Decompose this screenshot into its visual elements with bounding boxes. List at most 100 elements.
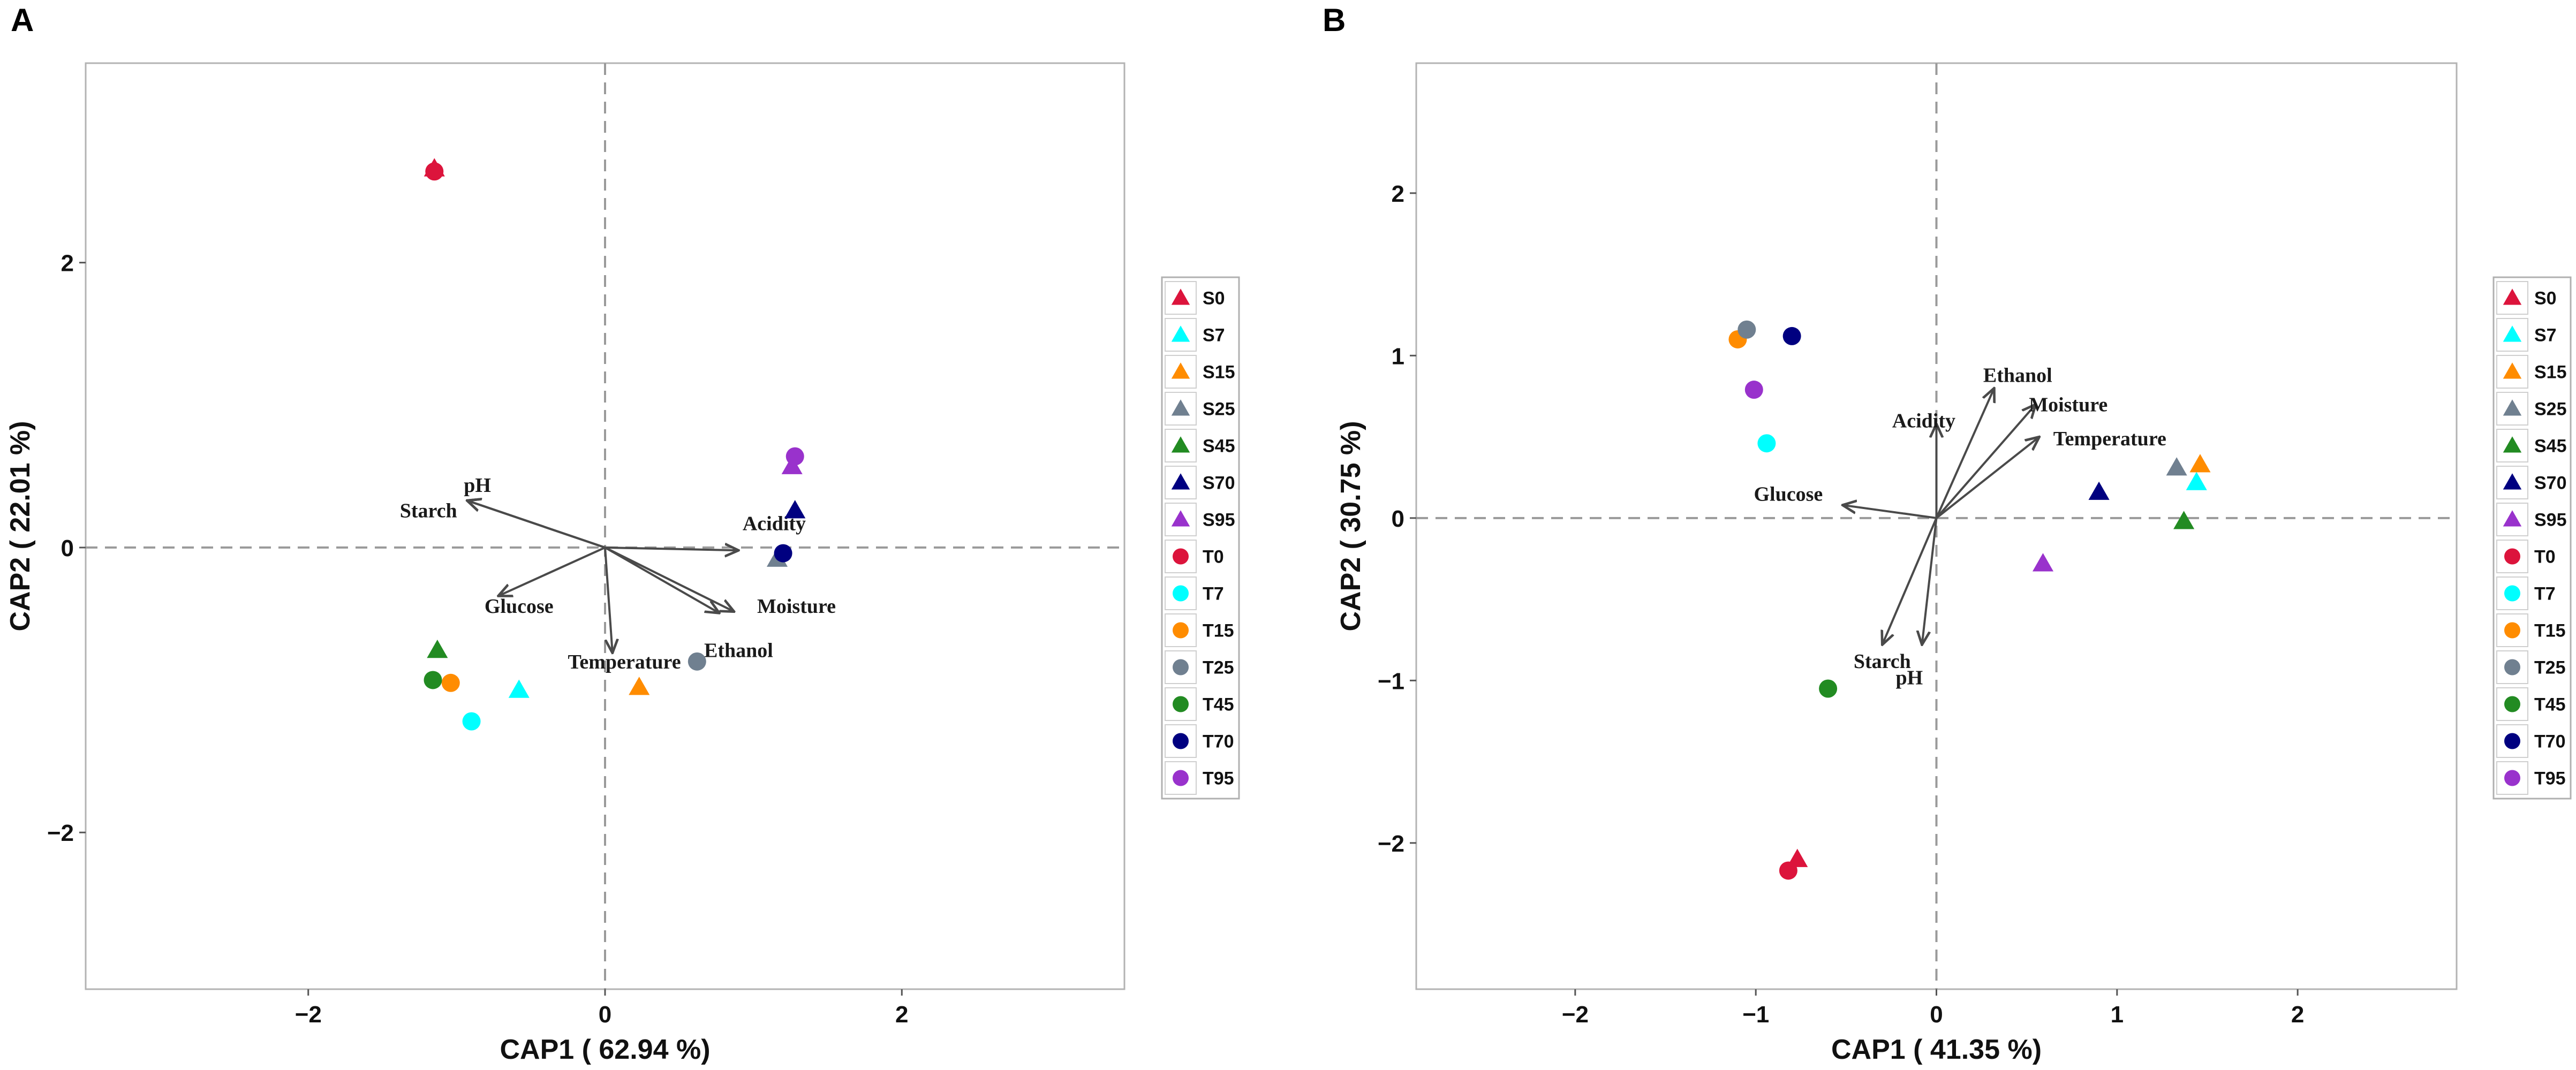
legend-marker-t7 — [2504, 585, 2520, 602]
legend-label-t0: T0 — [2534, 547, 2556, 567]
legend-label-t15: T15 — [1203, 621, 1234, 641]
legend-marker-t0 — [1173, 548, 1189, 565]
point-s95 — [781, 456, 803, 474]
legend-marker-s70 — [2503, 473, 2522, 490]
legend-marker-s70 — [1171, 473, 1190, 490]
vector-arrow-starch — [467, 500, 606, 549]
legend-label-s45: S45 — [1203, 436, 1235, 457]
legend-label-s15: S15 — [2534, 362, 2567, 383]
y-tick-label: −2 — [1378, 831, 1404, 857]
legend-marker-s95 — [2503, 510, 2522, 527]
point-s45 — [427, 640, 448, 658]
vector-label-starch: Starch — [400, 500, 457, 522]
legend-marker-t25 — [1173, 659, 1189, 676]
vector-label-temperature: Temperature — [2053, 428, 2166, 450]
vector-label-moisture: Moisture — [757, 595, 836, 618]
point-t95 — [785, 447, 804, 466]
legend-label-s25: S25 — [1203, 399, 1235, 420]
point-s95 — [2032, 553, 2054, 572]
vector-arrow-moisture — [1935, 404, 2036, 519]
vector-label-ph: pH — [464, 474, 491, 497]
legend-label-s15: S15 — [1203, 362, 1235, 383]
vector-label-glucose: Glucose — [1754, 483, 1823, 505]
legend-key — [1165, 503, 1197, 536]
legend-label-t45: T45 — [2534, 695, 2566, 715]
legend-label-t7: T7 — [1203, 584, 1224, 604]
panel-label: A — [11, 2, 34, 38]
vector-label-ethanol: Ethanol — [1983, 365, 2052, 387]
vector-label-acidity: Acidity — [1892, 410, 1955, 432]
legend-label-s0: S0 — [2534, 289, 2557, 309]
point-t95 — [1744, 381, 1763, 399]
legend-marker-t95 — [1173, 770, 1189, 786]
point-s7 — [2186, 472, 2207, 490]
legend-marker-t70 — [1173, 733, 1189, 749]
x-axis-title: CAP1 ( 41.35 %) — [1831, 1034, 2042, 1065]
legend-label-t95: T95 — [2534, 769, 2566, 789]
vector-arrow-moisture — [605, 547, 734, 612]
legend-marker-t45 — [2504, 696, 2520, 712]
x-tick-label: −2 — [295, 1001, 322, 1028]
legend-label-s70: S70 — [2534, 473, 2567, 494]
point-t0 — [1779, 861, 1797, 880]
legend-key — [1165, 429, 1197, 462]
legend-marker-t45 — [1173, 696, 1189, 712]
point-t7 — [1757, 434, 1776, 453]
legend-key — [1165, 355, 1197, 389]
y-tick-label: 2 — [1392, 181, 1404, 207]
legend-key — [2496, 613, 2528, 647]
legend-marker-s25 — [1171, 399, 1190, 416]
legend-label-s0: S0 — [1203, 289, 1225, 309]
y-tick-label: 2 — [61, 251, 74, 277]
y-tick-label: −2 — [47, 820, 74, 846]
panel-label: B — [1323, 2, 1346, 38]
panel-b-chart: B −2 −1 0 1 2 −2 −1 0 1 2 CAP1 ( 41.35 %) CAP2 ( 30.… — [1323, 2, 2572, 1065]
x-tick-label: 0 — [599, 1001, 611, 1028]
point-t15 — [441, 673, 460, 692]
point-t45 — [424, 671, 442, 689]
legend-marker-t15 — [2504, 622, 2520, 639]
point-t0 — [425, 162, 444, 181]
legend-marker-s45 — [2503, 436, 2522, 453]
legend-label-s25: S25 — [2534, 399, 2567, 420]
legend-marker-s25 — [2503, 399, 2522, 416]
vector-arrow-glucose — [1842, 505, 1937, 519]
point-s15 — [629, 677, 650, 695]
point-t25 — [1738, 320, 1756, 339]
vector-label-starch: Starch — [1854, 650, 1911, 673]
x-tick-label: 1 — [2111, 1001, 2124, 1028]
vector-arrow-starch — [1882, 518, 1938, 645]
vector-arrow-ph — [1922, 518, 1938, 645]
legend-marker-t0 — [2504, 548, 2520, 565]
x-tick-label: 2 — [2291, 1001, 2304, 1028]
legend-label-t0: T0 — [1203, 547, 1224, 567]
legend-label-t25: T25 — [2534, 658, 2566, 678]
point-t7 — [462, 712, 481, 731]
legend-label-t7: T7 — [2534, 584, 2556, 604]
point-s15 — [2189, 454, 2211, 473]
y-tick-label: 0 — [1392, 506, 1404, 532]
y-tick-label: 1 — [1392, 343, 1404, 369]
vector-arrow-temperature — [1936, 437, 2039, 519]
legend-marker-s0 — [2503, 289, 2522, 305]
legend-label-t95: T95 — [1203, 769, 1234, 789]
point-t45 — [1819, 679, 1838, 698]
vector-label-ph: pH — [1896, 666, 1923, 689]
vector-label-glucose: Glucose — [485, 595, 554, 618]
legend-key — [2496, 318, 2528, 352]
legend-label-t25: T25 — [1203, 658, 1234, 678]
y-tick-label: 0 — [61, 535, 74, 561]
point-s70 — [2088, 481, 2110, 500]
legend-label-t70: T70 — [2534, 732, 2566, 752]
legend-marker-t25 — [2504, 659, 2520, 676]
legend-label-t45: T45 — [1203, 695, 1234, 715]
legend-marker-s95 — [1171, 510, 1190, 527]
legend-label-s7: S7 — [1203, 325, 1225, 346]
point-s7 — [508, 679, 530, 698]
vector-arrow-acidity — [605, 548, 738, 550]
legend-label-t70: T70 — [1203, 732, 1234, 752]
legend-marker-s7 — [2503, 325, 2522, 342]
y-axis-title: CAP2 ( 30.75 %) — [1335, 421, 1366, 631]
x-tick-label: −1 — [1742, 1001, 1769, 1028]
